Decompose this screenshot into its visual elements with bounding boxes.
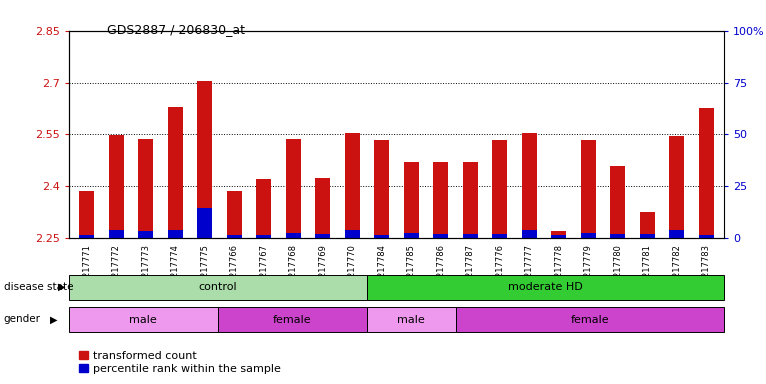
Bar bbox=[375, 139, 389, 238]
Bar bbox=[581, 139, 595, 238]
Bar bbox=[109, 136, 123, 238]
Bar bbox=[404, 162, 418, 238]
Bar bbox=[669, 136, 684, 238]
Bar bbox=[79, 235, 94, 238]
Bar bbox=[139, 231, 153, 238]
Bar bbox=[611, 233, 625, 238]
Bar bbox=[552, 231, 566, 238]
Text: ▶: ▶ bbox=[57, 282, 65, 292]
Text: GDS2887 / 206830_at: GDS2887 / 206830_at bbox=[107, 23, 245, 36]
Bar bbox=[198, 208, 212, 238]
Bar bbox=[699, 235, 714, 238]
Bar bbox=[367, 307, 456, 332]
Bar bbox=[345, 230, 359, 238]
Bar bbox=[227, 235, 241, 238]
Text: disease state: disease state bbox=[4, 282, 74, 292]
Bar bbox=[316, 177, 330, 238]
Bar bbox=[404, 233, 418, 238]
Bar bbox=[640, 212, 654, 238]
Bar bbox=[611, 166, 625, 238]
Bar bbox=[434, 162, 448, 238]
Bar bbox=[640, 233, 654, 238]
Text: control: control bbox=[198, 282, 237, 292]
Bar bbox=[552, 235, 566, 238]
Bar bbox=[198, 81, 212, 238]
Bar bbox=[139, 139, 153, 238]
Bar bbox=[168, 108, 182, 238]
Bar bbox=[218, 307, 367, 332]
Text: ▶: ▶ bbox=[50, 314, 57, 324]
Bar bbox=[316, 233, 330, 238]
Bar bbox=[286, 233, 300, 238]
Bar bbox=[168, 230, 182, 238]
Bar bbox=[493, 233, 507, 238]
Bar bbox=[109, 230, 123, 238]
Bar bbox=[581, 233, 595, 238]
Text: female: female bbox=[571, 314, 609, 325]
Bar bbox=[257, 235, 271, 238]
Bar bbox=[79, 192, 94, 238]
Bar bbox=[669, 230, 684, 238]
Bar bbox=[493, 139, 507, 238]
Legend: transformed count, percentile rank within the sample: transformed count, percentile rank withi… bbox=[74, 346, 286, 379]
Bar bbox=[522, 230, 536, 238]
Bar bbox=[463, 162, 477, 238]
Text: male: male bbox=[398, 314, 425, 325]
Bar bbox=[367, 275, 724, 300]
Bar bbox=[463, 233, 477, 238]
Bar bbox=[69, 275, 367, 300]
Bar bbox=[434, 233, 448, 238]
Text: moderate HD: moderate HD bbox=[508, 282, 583, 292]
Bar bbox=[227, 192, 241, 238]
Bar bbox=[345, 132, 359, 238]
Bar bbox=[699, 108, 714, 238]
Text: gender: gender bbox=[4, 314, 41, 324]
Text: male: male bbox=[129, 314, 157, 325]
Bar bbox=[257, 179, 271, 238]
Bar bbox=[286, 139, 300, 238]
Bar bbox=[456, 307, 724, 332]
Bar bbox=[69, 307, 218, 332]
Bar bbox=[522, 132, 536, 238]
Bar bbox=[375, 235, 389, 238]
Text: female: female bbox=[273, 314, 312, 325]
